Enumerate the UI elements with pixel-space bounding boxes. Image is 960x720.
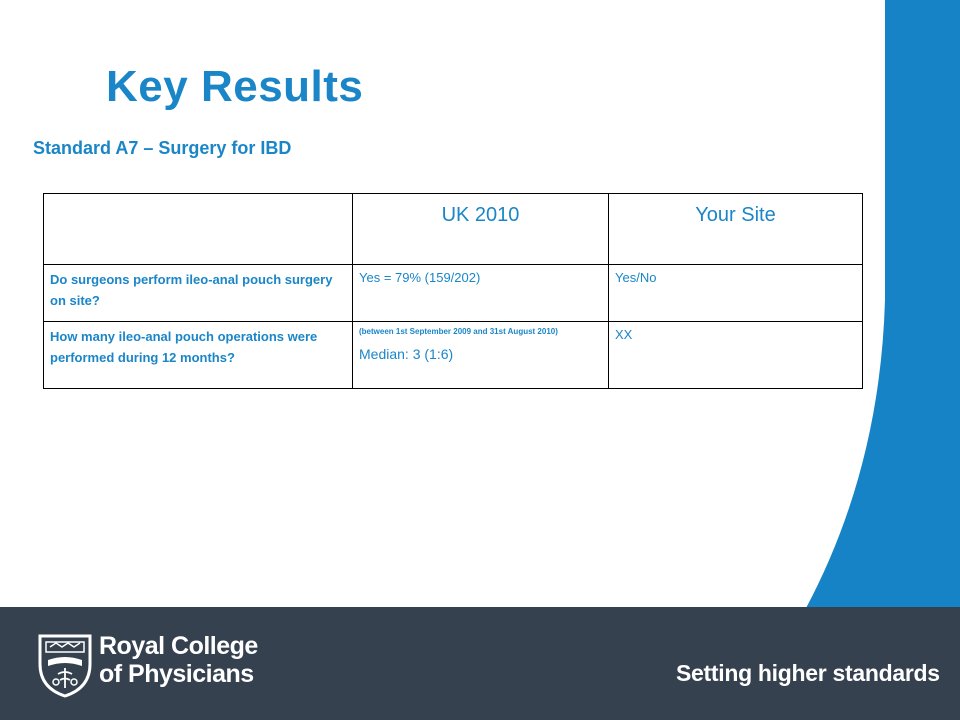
org-name-line1: Royal College — [99, 632, 258, 660]
footer-bar — [0, 607, 960, 720]
footer-tagline: Setting higher standards — [676, 660, 940, 686]
date-range-note: (between 1st September 2009 and 31st Aug… — [359, 327, 558, 336]
uk-value-cell: Yes = 79% (159/202) — [352, 264, 609, 322]
header-blank — [43, 193, 353, 265]
site-value-cell: XX — [608, 321, 863, 389]
site-value-cell: Yes/No — [608, 264, 863, 322]
results-table: UK 2010 Your Site Do surgeons perform il… — [43, 193, 863, 389]
rcp-crest-icon — [38, 634, 92, 698]
header-your-site: Your Site — [608, 193, 863, 265]
table-row: How many ileo-anal pouch operations were… — [43, 321, 863, 389]
uk-value-cell: (between 1st September 2009 and 31st Aug… — [352, 321, 609, 389]
median-value: Median: 3 (1:6) — [359, 346, 454, 362]
table-header-row: UK 2010 Your Site — [43, 193, 863, 265]
org-name: Royal College of Physicians — [99, 632, 258, 688]
slide-subtitle: Standard A7 – Surgery for IBD — [33, 138, 292, 158]
question-cell: How many ileo-anal pouch operations were… — [43, 321, 353, 389]
org-name-line2: of Physicians — [99, 660, 254, 688]
header-uk-2010: UK 2010 — [352, 193, 609, 265]
slide-title: Key Results — [106, 62, 364, 111]
question-cell: Do surgeons perform ileo-anal pouch surg… — [43, 264, 353, 322]
table-row: Do surgeons perform ileo-anal pouch surg… — [43, 264, 863, 322]
